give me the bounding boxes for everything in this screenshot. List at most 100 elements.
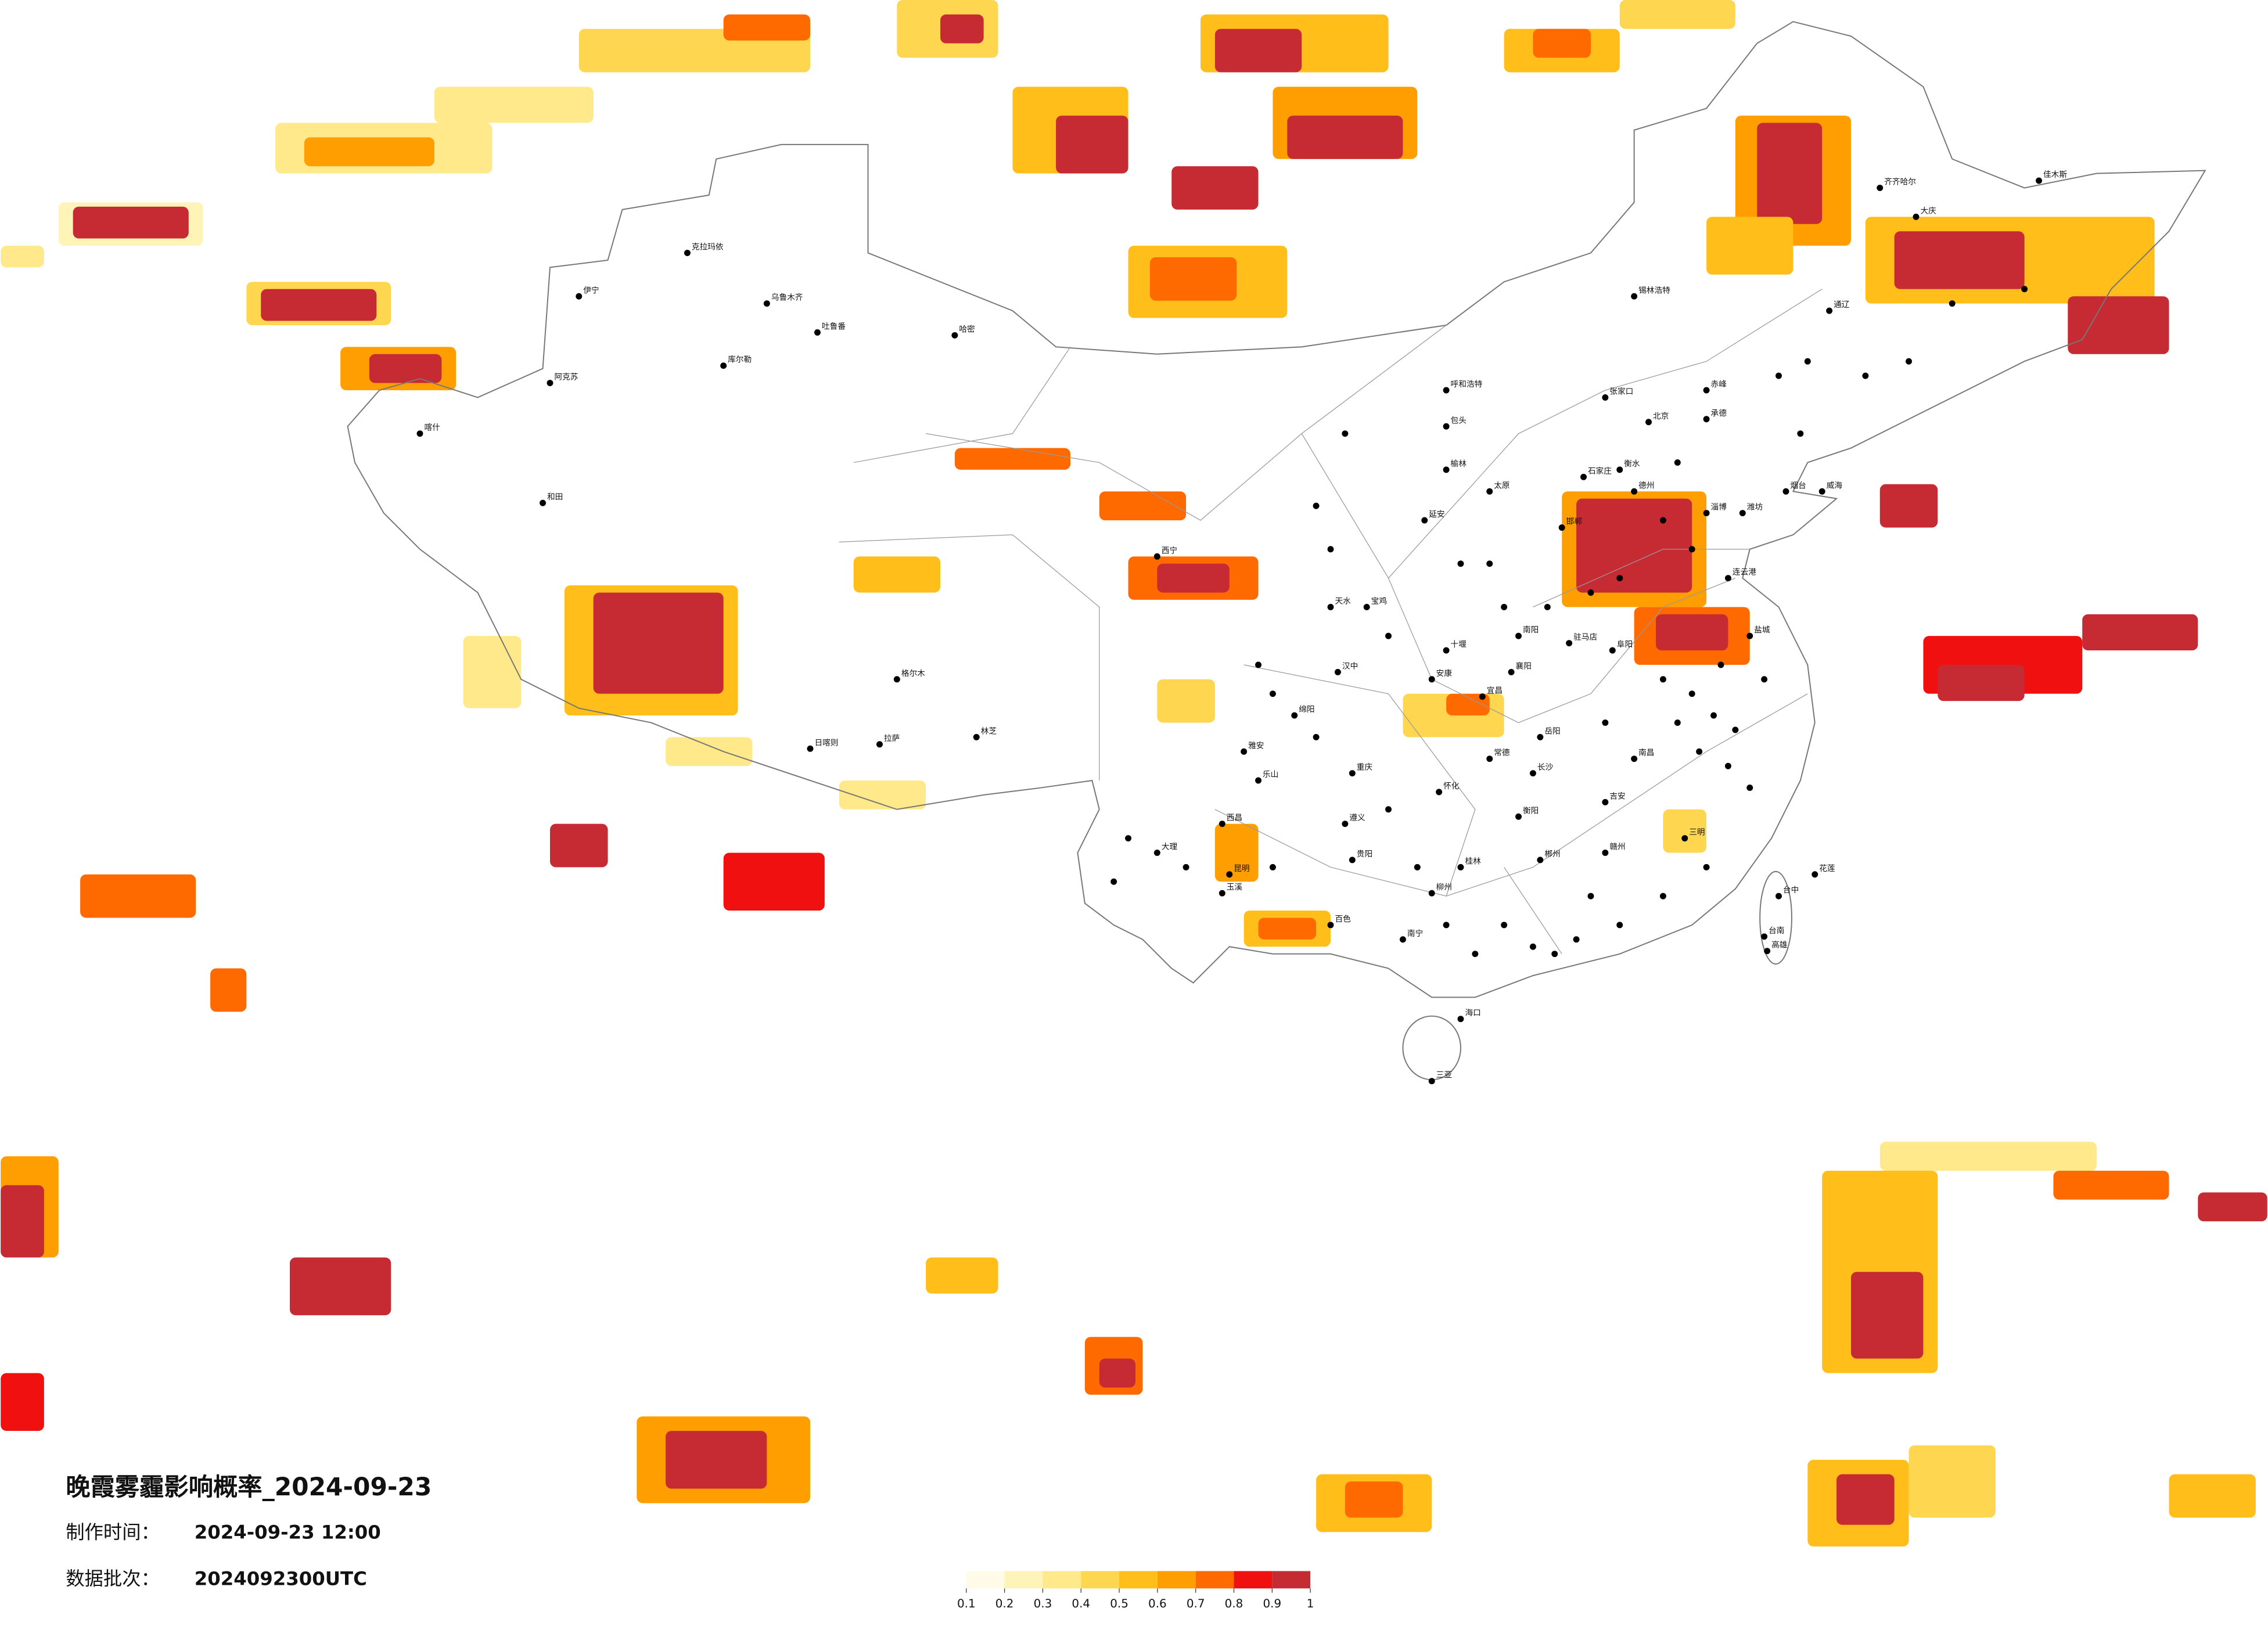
city-dot [1443,647,1450,654]
city-label: 南昌 [1638,749,1654,758]
city-dot [1703,416,1710,423]
city-dot [1182,864,1189,870]
colorbar-segment [1004,1571,1043,1589]
city-dot [1110,878,1117,885]
china-border [347,21,2206,998]
city-dot [893,676,900,683]
city-dot [1219,821,1225,828]
city-dot [1327,922,1334,929]
city-dot [1385,806,1392,813]
city-label: 拉萨 [884,734,900,743]
city-dot [1327,603,1334,610]
city-label: 西宁 [1162,545,1177,555]
city-dot [1659,517,1666,524]
city-dot [1436,789,1443,796]
heat-cell [549,823,608,868]
city-dot [1739,510,1746,517]
city-dot [973,733,980,740]
city-dot [1674,719,1681,726]
city-dot [684,250,691,257]
heat-cell [593,592,724,694]
colorbar-segment [1119,1571,1158,1589]
heat-cell [853,556,940,593]
city-dot [1566,640,1573,647]
colorbar-segment [1234,1571,1273,1589]
meta-value: 2024-09-23 12:00 [195,1521,381,1544]
colorbar-segment [1272,1571,1311,1589]
colorbar-tick-label: 0.6 [1148,1597,1167,1610]
city-label: 张家口 [1609,386,1633,396]
city-label: 喀什 [424,423,440,433]
city-label: 南阳 [1523,625,1539,635]
city-dot [1659,893,1666,900]
city-label: 大庆 [1920,206,1936,215]
colorbar-tick-label: 0.8 [1225,1597,1243,1610]
city-dot [1529,770,1536,777]
heat-cell [723,14,810,41]
city-label: 格尔木 [901,669,925,678]
city-label: 十堰 [1451,640,1467,649]
city-label: 乐山 [1263,770,1278,779]
city-dot [1457,864,1464,870]
colorbar-tick-label: 0.9 [1263,1597,1281,1610]
city-dot [1153,849,1160,856]
heat-cell [1214,28,1302,73]
heat-cell [1287,116,1403,159]
city-dot [1949,300,1956,307]
heat-cell [2068,296,2169,354]
city-label: 和田 [547,492,563,502]
city-label: 邯郸 [1566,517,1582,526]
city-label: 安康 [1436,668,1453,678]
city-label: 呼和浩特 [1451,380,1483,389]
city-dot [1573,936,1580,943]
city-dot [1443,387,1450,394]
city-dot [1529,943,1536,950]
city-label: 通辽 [1834,300,1850,310]
city-label: 连云港 [1733,568,1756,577]
city-dot [1269,690,1276,697]
city-label: 重庆 [1357,763,1373,772]
city-dot [1255,777,1262,784]
city-label: 百色 [1335,914,1351,924]
city-dot [1443,922,1450,929]
heat-cell [666,1431,767,1489]
heat-cell [261,289,377,321]
heat-cell [1655,614,1728,650]
city-label: 佳木斯 [2043,170,2067,179]
city-label: 阿克苏 [554,373,578,382]
city-label: 阜阳 [1617,639,1633,649]
heat-cell [463,636,522,708]
city-label: 常德 [1494,749,1510,758]
city-dot [1631,293,1638,300]
heat-cell [304,137,434,167]
city-dot [1724,762,1731,769]
city-label: 伊宁 [583,285,599,295]
city-label: 淄博 [1711,502,1727,512]
city-label: 宝鸡 [1371,596,1387,606]
city-label: 克拉玛依 [692,243,724,252]
colorbar-tick-label: 0.2 [995,1597,1014,1610]
heat-cell [1879,484,1938,528]
heat-cell [2198,1192,2267,1222]
province-lines [839,289,1823,955]
city-dot [1551,951,1558,958]
city-dot [1125,835,1132,842]
heat-cell [954,448,1070,470]
city-dot [1602,849,1609,856]
heat-cell [1,1185,44,1258]
city-dot [540,499,547,506]
city-label: 盐城 [1754,625,1770,635]
city-dot [1877,185,1884,192]
city-label: 包头 [1451,416,1467,425]
city-label: 三亚 [1436,1071,1453,1080]
colorbar-tick-label: 1 [1307,1597,1314,1610]
heat-cell [1345,1481,1403,1518]
city-dot [1645,419,1652,426]
city-dot [1818,488,1825,495]
colorbar-segment [1081,1571,1120,1589]
colorbar-segment [1195,1571,1234,1589]
city-dot [1732,726,1739,733]
city-label: 吉安 [1609,792,1625,801]
city-dot [1710,712,1717,719]
